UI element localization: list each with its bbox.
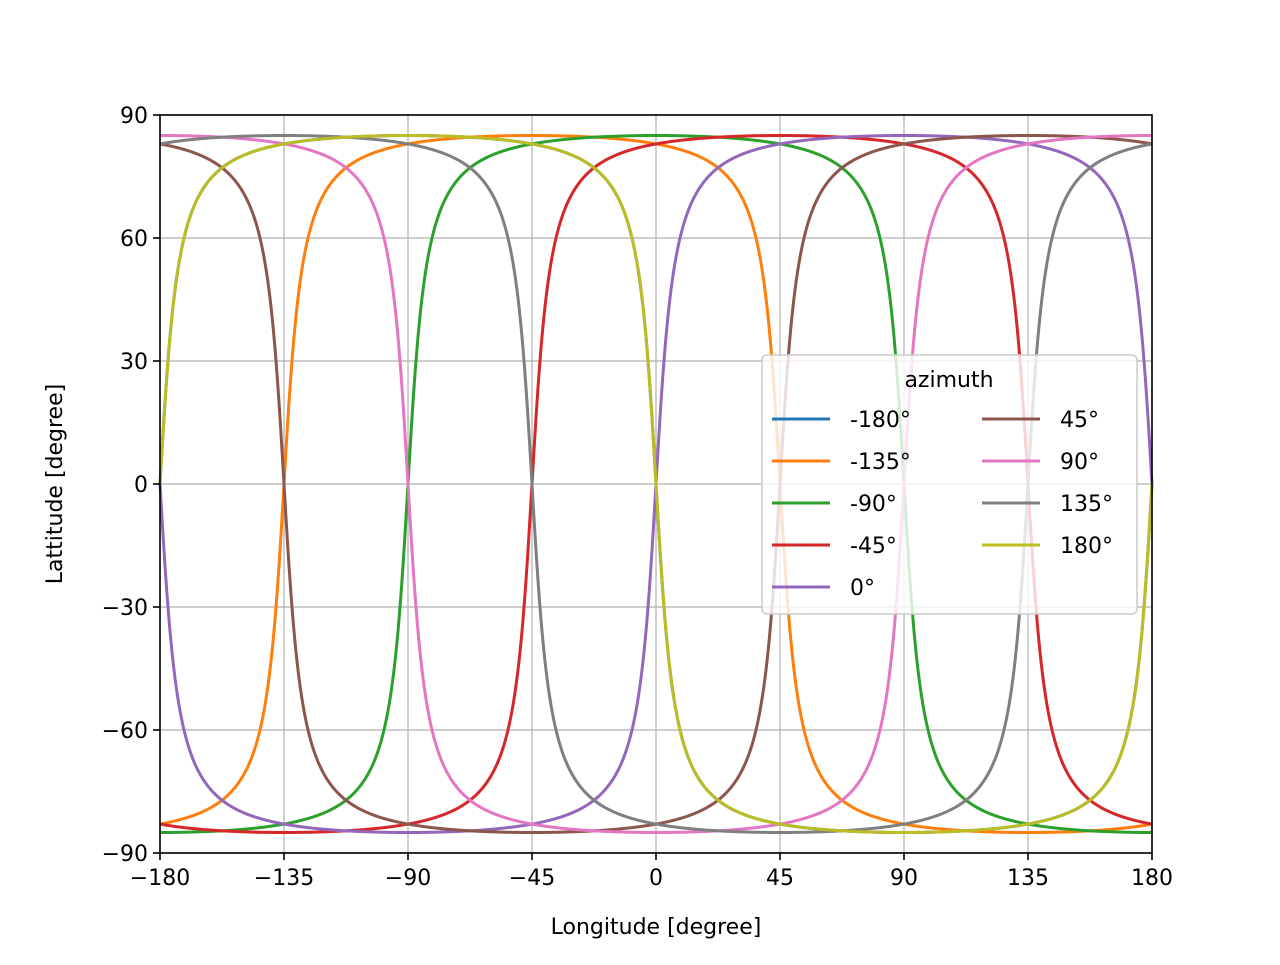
y-tick-label: 60 (120, 227, 148, 252)
y-tick-label: −60 (102, 719, 148, 744)
legend-frame (761, 354, 1138, 615)
x-axis-ticks: −180 −135 −90 −45 0 45 90 135 180 (130, 853, 1173, 891)
x-tick-label: −180 (130, 866, 190, 891)
series-line (159, 134, 1153, 834)
legend-label: -45° (850, 534, 897, 559)
legend-title: azimuth (904, 368, 993, 393)
y-tick-label: 90 (120, 104, 148, 129)
series-line (159, 134, 1153, 834)
series-line (159, 134, 1153, 834)
x-tick-label: 0 (649, 866, 663, 891)
x-tick-label: −90 (385, 866, 431, 891)
y-axis-ticks: −90 −60 −30 0 30 60 90 (102, 104, 160, 867)
legend-label: 135° (1060, 492, 1113, 517)
legend-label: -90° (850, 492, 897, 517)
legend-label: 45° (1060, 408, 1099, 433)
series-line (158, 134, 1154, 834)
x-axis-title: Longitude [degree] (551, 915, 762, 940)
x-tick-label: 135 (1007, 866, 1049, 891)
y-tick-label: 0 (134, 473, 148, 498)
series-lines (158, 134, 1154, 834)
x-tick-label: −45 (509, 866, 555, 891)
legend-label: -135° (850, 450, 911, 475)
y-tick-label: −90 (102, 842, 148, 867)
y-tick-label: −30 (102, 596, 148, 621)
x-tick-label: 90 (890, 866, 918, 891)
legend-label: -180° (850, 408, 911, 433)
x-tick-label: 45 (766, 866, 794, 891)
x-tick-label: 180 (1131, 866, 1173, 891)
y-tick-label: 30 (120, 350, 148, 375)
x-tick-label: −135 (254, 866, 314, 891)
legend-label: 0° (850, 576, 875, 601)
series-line (159, 134, 1153, 834)
legend: azimuth -180° -135° -90° -45° 0° 45° 90° 135° 18… (761, 354, 1138, 615)
legend-entries: -180° -135° -90° -45° 0° 45° 90° 135° 180° (772, 408, 1113, 601)
legend-label: 90° (1060, 450, 1099, 475)
legend-label: 180° (1060, 534, 1113, 559)
y-axis-title: Lattitude [degree] (43, 384, 68, 584)
